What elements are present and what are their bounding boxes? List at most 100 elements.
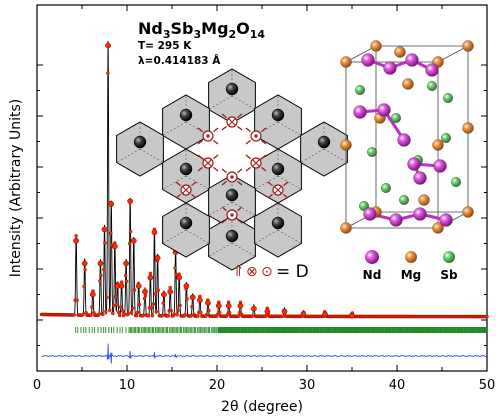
black-atom <box>271 162 285 176</box>
dot-center <box>254 134 258 138</box>
title-subscript: 2 <box>229 28 237 41</box>
mg-atom <box>462 206 474 218</box>
nd-atom <box>353 105 367 119</box>
observed-point <box>89 313 93 317</box>
observed-peak-point <box>112 243 118 250</box>
observed-peak-point <box>108 201 115 207</box>
atom-legend: Nd Mg Sb <box>363 250 458 282</box>
atom-legend-label: Sb <box>440 268 458 282</box>
observed-point <box>151 302 156 306</box>
x-tick-label: 40 <box>389 378 406 393</box>
kagome-hole <box>212 127 252 171</box>
title-segment: Sb <box>171 19 194 38</box>
observed-point <box>176 308 180 312</box>
y-axis-ticks <box>37 64 487 372</box>
legend-cross-symbol: ⊗ <box>246 264 258 280</box>
mg-atom <box>418 194 430 206</box>
octahedron-edge <box>231 242 256 257</box>
octahedron-edge <box>116 148 141 163</box>
moment-arrow <box>267 193 273 199</box>
moment-arrow <box>237 180 243 186</box>
observed-point <box>190 305 194 309</box>
observed-peak-point <box>322 311 328 318</box>
moment-arrow <box>261 127 267 133</box>
mg-atom <box>462 122 474 134</box>
observed-point <box>105 295 109 300</box>
nd-atom <box>389 213 403 227</box>
unit-cell-inset <box>340 40 474 234</box>
octahedron-edge <box>231 95 256 110</box>
observed-peak-point <box>135 283 142 289</box>
nd-atom <box>413 207 427 221</box>
observed-peak-point <box>154 254 161 261</box>
black-atom <box>179 108 193 122</box>
sb-atom <box>391 113 401 123</box>
observed-point <box>127 241 132 246</box>
cross-stroke <box>204 159 212 167</box>
title-segment: Mg <box>201 19 228 38</box>
dot-center <box>230 175 234 179</box>
title-segment: O <box>236 19 250 38</box>
temperature-annotation: T= 295 K <box>138 40 192 52</box>
observed-peak-point <box>215 303 222 309</box>
observed-peak-point <box>349 312 355 319</box>
observed-point <box>141 313 146 317</box>
moment-arrow <box>261 154 267 160</box>
moment-arrow <box>237 113 243 119</box>
moment-arrow <box>221 206 227 212</box>
cross-stroke <box>228 118 236 126</box>
observed-point <box>250 314 255 318</box>
chart-title: Nd3Sb3Mg2O14 <box>138 19 265 41</box>
observed-point <box>137 302 142 307</box>
observed-point <box>130 306 135 310</box>
observed-peak-point <box>161 291 167 298</box>
title-subscript: 3 <box>193 28 201 41</box>
observed-peak-point <box>151 229 158 236</box>
octahedron-edge <box>162 175 187 190</box>
octahedron-edge <box>277 121 302 136</box>
octahedron-edge <box>185 229 210 244</box>
observed-point <box>189 314 193 318</box>
y-axis-label: Intensity (Arbitrary Units) <box>8 99 24 278</box>
moment-arrow <box>175 193 181 199</box>
octahedron-edge <box>277 229 302 244</box>
observed-point <box>183 312 187 317</box>
moment-arrow <box>221 168 227 174</box>
nd-atom <box>425 63 439 77</box>
nd-atom <box>439 213 453 227</box>
observed-point <box>236 314 241 318</box>
observed-point <box>98 279 102 283</box>
octahedron-edge <box>208 201 233 216</box>
moment-arrow <box>283 193 289 199</box>
observed-point <box>169 308 173 313</box>
observed-point <box>143 294 148 298</box>
nd-atom <box>397 133 411 147</box>
moment-arrow <box>197 166 203 172</box>
moment-arrow <box>213 166 219 172</box>
sb-atom <box>359 201 369 211</box>
observed-point <box>104 309 108 314</box>
nd-atom <box>383 61 397 75</box>
nd-atom <box>407 157 421 171</box>
observed-point <box>173 266 177 270</box>
observed-point <box>135 310 140 315</box>
observed-point <box>120 309 125 313</box>
black-atom <box>271 108 285 122</box>
observed-point <box>166 314 170 318</box>
mg-atom <box>370 40 382 52</box>
sb-atom <box>381 183 391 193</box>
observed-peak-point <box>123 260 129 267</box>
observed-point <box>114 302 119 307</box>
black-atom <box>225 229 239 243</box>
sb-atom <box>355 85 365 95</box>
observed-peak-point <box>197 297 203 304</box>
observed-peak-point <box>189 294 196 301</box>
observed-point <box>148 271 153 276</box>
observed-point <box>153 292 158 296</box>
moment-arrow <box>197 127 203 133</box>
moment-arrow <box>175 181 181 187</box>
mg-atom <box>462 40 474 52</box>
nd-atom <box>363 207 377 221</box>
observed-point <box>134 313 139 318</box>
observed-point <box>172 312 176 316</box>
